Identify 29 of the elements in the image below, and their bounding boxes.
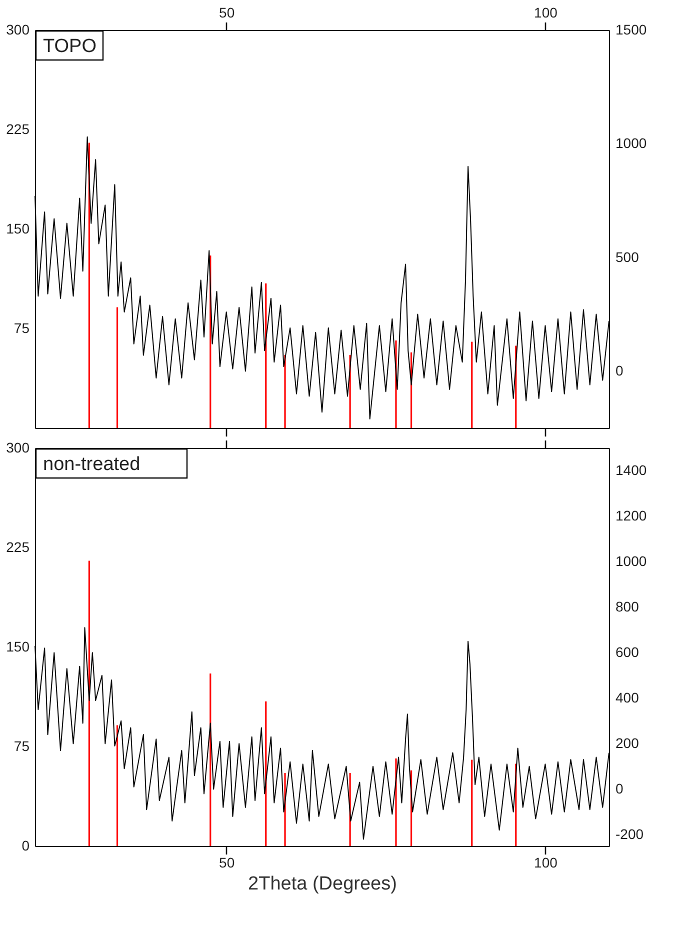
x-tick-label: 50 <box>219 4 235 20</box>
y2-tick-label: 800 <box>616 598 640 615</box>
y2-tick-label: 0 <box>616 780 624 797</box>
y-tick-label: 0 <box>22 838 30 854</box>
x-axis-title: 2Theta (Degrees) <box>248 874 397 894</box>
y-tick-label: 150 <box>6 638 30 654</box>
y-tick-label: 75 <box>14 320 30 336</box>
y-tick-label: 225 <box>6 121 30 137</box>
y2-tick-label: 0 <box>616 362 624 379</box>
y-tick-label: 300 <box>6 22 30 38</box>
x-tick-label: 50 <box>219 854 235 870</box>
y2-tick-label: 1000 <box>616 553 647 570</box>
y2-tick-label: 1400 <box>616 462 647 478</box>
y2-tick-label: -200 <box>616 826 644 842</box>
x-tick-label: 100 <box>534 854 558 870</box>
y2-tick-label: 1200 <box>616 508 647 524</box>
y-tick-label: 75 <box>14 738 30 754</box>
y2-tick-label: 200 <box>616 735 640 752</box>
y2-tick-label: 600 <box>616 644 640 660</box>
y2-tick-label: 400 <box>616 690 640 706</box>
y-tick-label: 225 <box>6 539 30 555</box>
y2-tick-label: 500 <box>616 248 640 265</box>
x-tick-label: 100 <box>534 4 558 20</box>
y-tick-label: 300 <box>6 440 30 456</box>
y2-tick-label: 1500 <box>616 22 647 38</box>
y2-tick-label: 1000 <box>616 135 647 152</box>
chart-title: TOPO <box>43 36 96 57</box>
y-tick-label: 150 <box>6 220 30 236</box>
chart-title: non-treated <box>43 454 140 475</box>
